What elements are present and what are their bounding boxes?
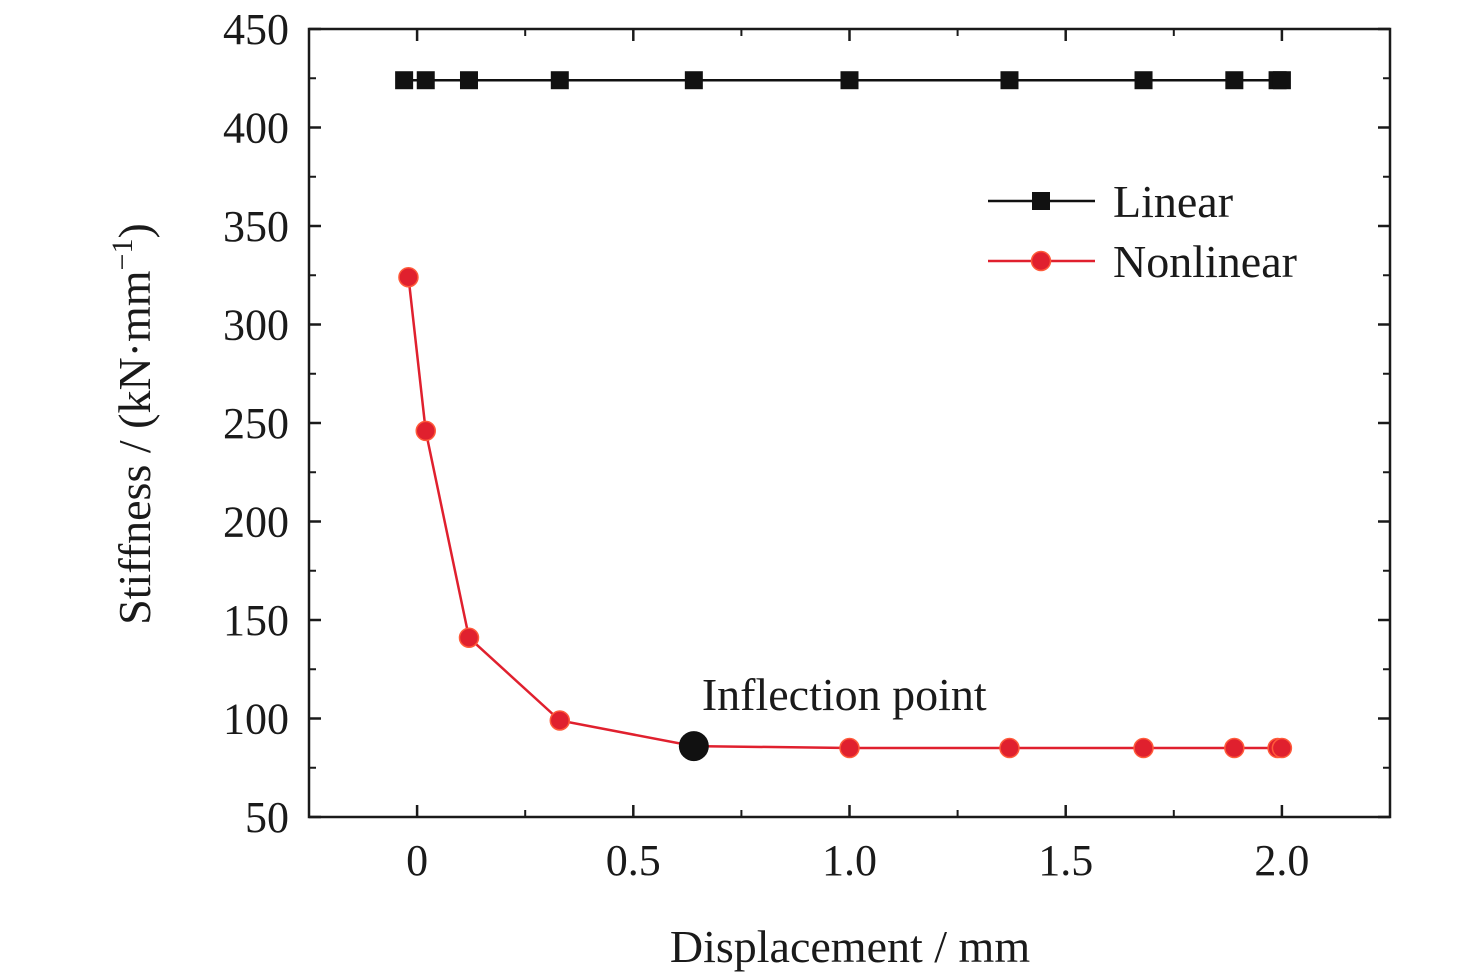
inflection-point-marker bbox=[678, 731, 709, 762]
linear-point bbox=[1225, 71, 1244, 90]
legend: Linear Nonlinear bbox=[988, 176, 1297, 287]
linear-point bbox=[550, 71, 569, 90]
linear-point bbox=[1000, 71, 1019, 90]
linear-point bbox=[1272, 71, 1291, 90]
nonlinear-point bbox=[415, 420, 436, 442]
y-tick-label: 100 bbox=[223, 695, 289, 744]
y-tick-label: 250 bbox=[223, 399, 289, 448]
y-tick-label: 50 bbox=[245, 793, 289, 842]
y-axis-ticks: 50 100 150 200 250 300 350 400 450 bbox=[223, 5, 1390, 842]
y-tick-label: 400 bbox=[223, 104, 289, 153]
nonlinear-point bbox=[458, 627, 480, 648]
x-axis-title: Displacement / mm bbox=[670, 921, 1030, 972]
linear-point bbox=[840, 71, 859, 90]
nonlinear-point bbox=[1271, 737, 1293, 759]
nonlinear-legend-label: Nonlinear bbox=[1113, 236, 1297, 287]
nonlinear-point bbox=[1133, 737, 1154, 759]
nonlinear-point bbox=[549, 710, 571, 731]
linear-point bbox=[459, 71, 478, 90]
nonlinear-legend-marker bbox=[1030, 250, 1052, 272]
linear-point bbox=[416, 71, 435, 90]
annotation-layer: Inflection point bbox=[678, 669, 987, 762]
linear-legend-label: Linear bbox=[1113, 176, 1233, 227]
x-tick-label: 2.0 bbox=[1254, 836, 1309, 885]
y-tick-label: 350 bbox=[223, 202, 289, 251]
x-tick-label: 0 bbox=[406, 836, 428, 885]
nonlinear-point bbox=[398, 266, 419, 288]
linear-point bbox=[1134, 71, 1153, 90]
linear-legend-marker bbox=[1032, 192, 1050, 210]
y-tick-label: 450 bbox=[223, 5, 289, 54]
nonlinear-point bbox=[1224, 737, 1245, 759]
y-axis-title-main: Stiffness / (kN·mm bbox=[109, 270, 160, 625]
y-tick-label: 200 bbox=[223, 498, 289, 547]
x-tick-label: 0.5 bbox=[606, 836, 661, 885]
y-axis-title-sup: −1 bbox=[106, 239, 139, 271]
nonlinear-point bbox=[839, 737, 860, 759]
y-tick-label: 300 bbox=[223, 301, 289, 350]
inflection-point-label: Inflection point bbox=[702, 669, 987, 720]
y-axis-title-close: ) bbox=[109, 223, 160, 238]
y-tick-label: 150 bbox=[223, 596, 289, 645]
y-axis-title: Stiffness / (kN·mm−1) bbox=[106, 223, 160, 625]
series-layer bbox=[395, 71, 1293, 759]
x-tick-label: 1.0 bbox=[822, 836, 877, 885]
x-axis-ticks: 0 0.5 1.0 1.5 2.0 bbox=[308, 29, 1391, 885]
linear-point bbox=[395, 71, 414, 90]
x-tick-label: 1.5 bbox=[1038, 836, 1093, 885]
nonlinear-point bbox=[999, 737, 1020, 759]
linear-point bbox=[684, 71, 703, 90]
